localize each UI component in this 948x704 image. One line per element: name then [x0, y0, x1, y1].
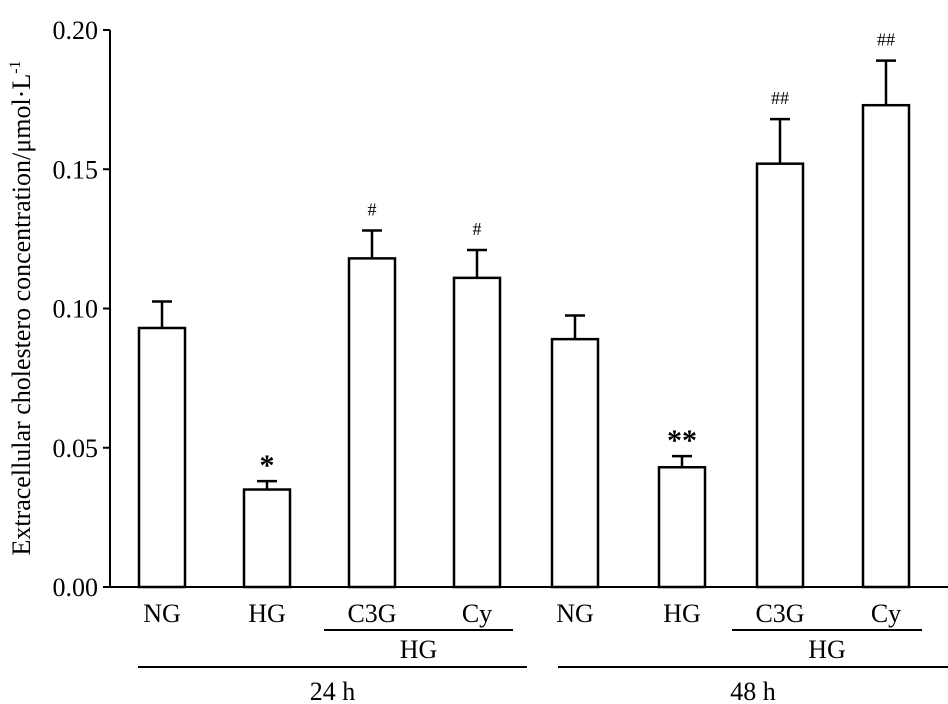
- bar-cy-3: [452, 276, 502, 589]
- category-label: Cy: [462, 599, 492, 628]
- bars: [137, 103, 911, 589]
- bar-cy-7: [861, 103, 911, 589]
- group-label: 48 h: [730, 677, 776, 704]
- category-label: Cy: [871, 599, 901, 628]
- error-bars: [152, 59, 896, 490]
- y-axis-label-superscript: -1: [7, 60, 24, 73]
- significance-mark: ##: [771, 88, 789, 108]
- category-label: NG: [556, 599, 594, 628]
- group-label: 24 h: [310, 677, 356, 704]
- y-tick-label: 0.00: [53, 573, 99, 602]
- category-label: HG: [248, 599, 286, 628]
- y-tick-label: 0.05: [53, 434, 99, 463]
- category-label: HG: [663, 599, 701, 628]
- subgroup-label: HG: [808, 635, 846, 664]
- y-axis-label: Extracellular cholestero concentration/μ…: [7, 60, 36, 555]
- y-tick-label: 0.20: [53, 16, 99, 45]
- significance-mark: **: [667, 424, 697, 457]
- significance-marks: *##**####: [260, 30, 896, 483]
- bar-hg-1: [242, 488, 292, 589]
- bar-ng-0: [137, 326, 187, 589]
- significance-mark: #: [368, 200, 377, 220]
- y-ticks: 0.00 0.05 0.10 0.15 0.20: [53, 16, 110, 602]
- bar-ng-4: [550, 337, 600, 589]
- category-label: C3G: [347, 599, 396, 628]
- axes: [109, 30, 948, 588]
- significance-mark: ##: [877, 30, 895, 50]
- subgroup-label: HG: [400, 635, 438, 664]
- category-label: C3G: [755, 599, 804, 628]
- significance-mark: *: [260, 449, 275, 482]
- group-labels: HG HG 24 h 48 h: [138, 629, 948, 704]
- y-tick-label: 0.10: [53, 295, 99, 324]
- category-labels: NG HG C3G Cy NG HG C3G Cy: [143, 599, 901, 628]
- bar-c3g-2: [347, 257, 397, 589]
- category-label: NG: [143, 599, 181, 628]
- significance-mark: #: [473, 219, 482, 239]
- y-axis-label-text: Extracellular cholestero concentration/μ…: [7, 60, 36, 555]
- bar-hg-5: [657, 465, 707, 589]
- bar-c3g-6: [755, 162, 805, 589]
- y-tick-label: 0.15: [53, 155, 99, 184]
